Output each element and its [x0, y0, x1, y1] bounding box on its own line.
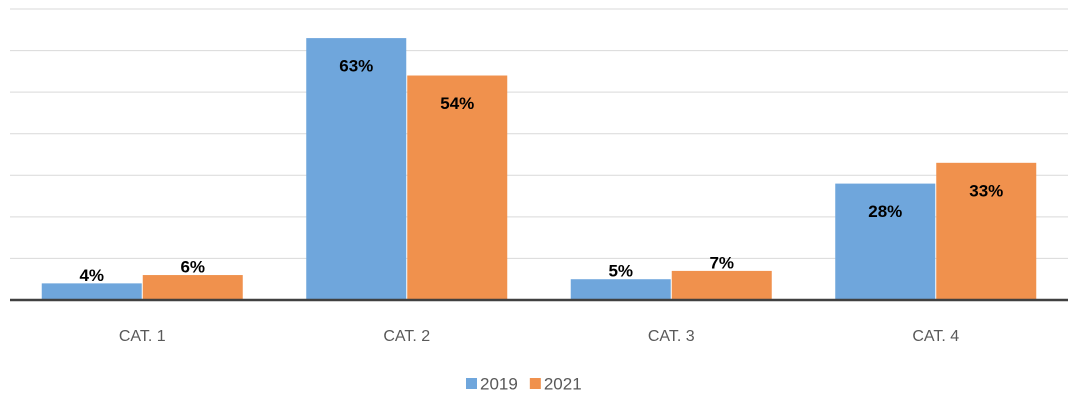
bar — [41, 283, 142, 300]
data-label: 28% — [868, 202, 902, 221]
bar — [570, 279, 671, 300]
data-label: 33% — [969, 181, 1003, 200]
data-label: 6% — [180, 258, 205, 277]
legend-label: 2021 — [544, 374, 582, 393]
data-label: 7% — [709, 253, 734, 272]
bar — [142, 275, 243, 300]
bar — [407, 75, 508, 300]
data-label: 54% — [440, 94, 474, 113]
bar — [936, 162, 1037, 300]
data-label: 4% — [79, 266, 104, 285]
legend-swatch — [466, 378, 477, 389]
bar — [306, 38, 407, 300]
bar — [671, 270, 772, 300]
data-label: 63% — [339, 57, 373, 76]
data-label: 5% — [608, 262, 633, 281]
x-tick-label: CAT. 2 — [383, 328, 430, 345]
bar — [835, 183, 936, 300]
legend-swatch — [529, 378, 541, 389]
x-tick-label: CAT. 4 — [912, 328, 959, 345]
legend-label: 2019 — [480, 374, 518, 393]
x-tick-label: CAT. 3 — [648, 328, 695, 345]
x-tick-label: CAT. 1 — [119, 328, 166, 345]
